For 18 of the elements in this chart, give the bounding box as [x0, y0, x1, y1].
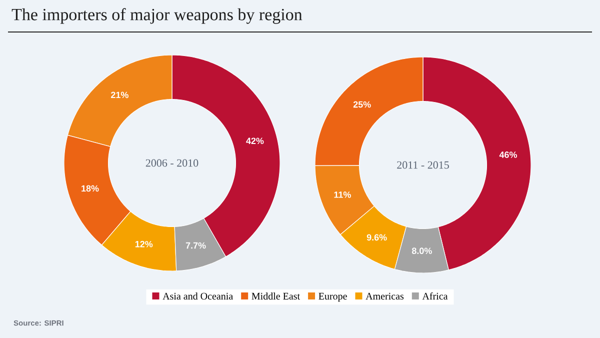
legend-label: Europe — [318, 292, 347, 302]
data-label: 46% — [499, 152, 518, 158]
data-label: 11% — [334, 192, 351, 198]
data-label: 18% — [82, 185, 99, 192]
data-label: 21% — [110, 92, 128, 98]
text: 2006 - 2010 — [146, 159, 198, 167]
legend-label: Americas — [366, 292, 404, 300]
text: 2011 - 2015 — [397, 161, 449, 169]
data-label: 42% — [246, 138, 264, 144]
legend-label: Middle East — [252, 292, 300, 300]
data-label: 25% — [353, 101, 371, 108]
data-label: 8.0% — [412, 248, 432, 254]
legend-label: Asia and Oceania — [162, 292, 233, 300]
data-label: 9.6% — [366, 234, 387, 241]
data-label: 12% — [135, 240, 153, 248]
data-label: 7.7% — [186, 242, 206, 249]
legend-label: Africa — [422, 292, 448, 300]
chart-title: The importers of major weapons by region — [12, 8, 302, 24]
